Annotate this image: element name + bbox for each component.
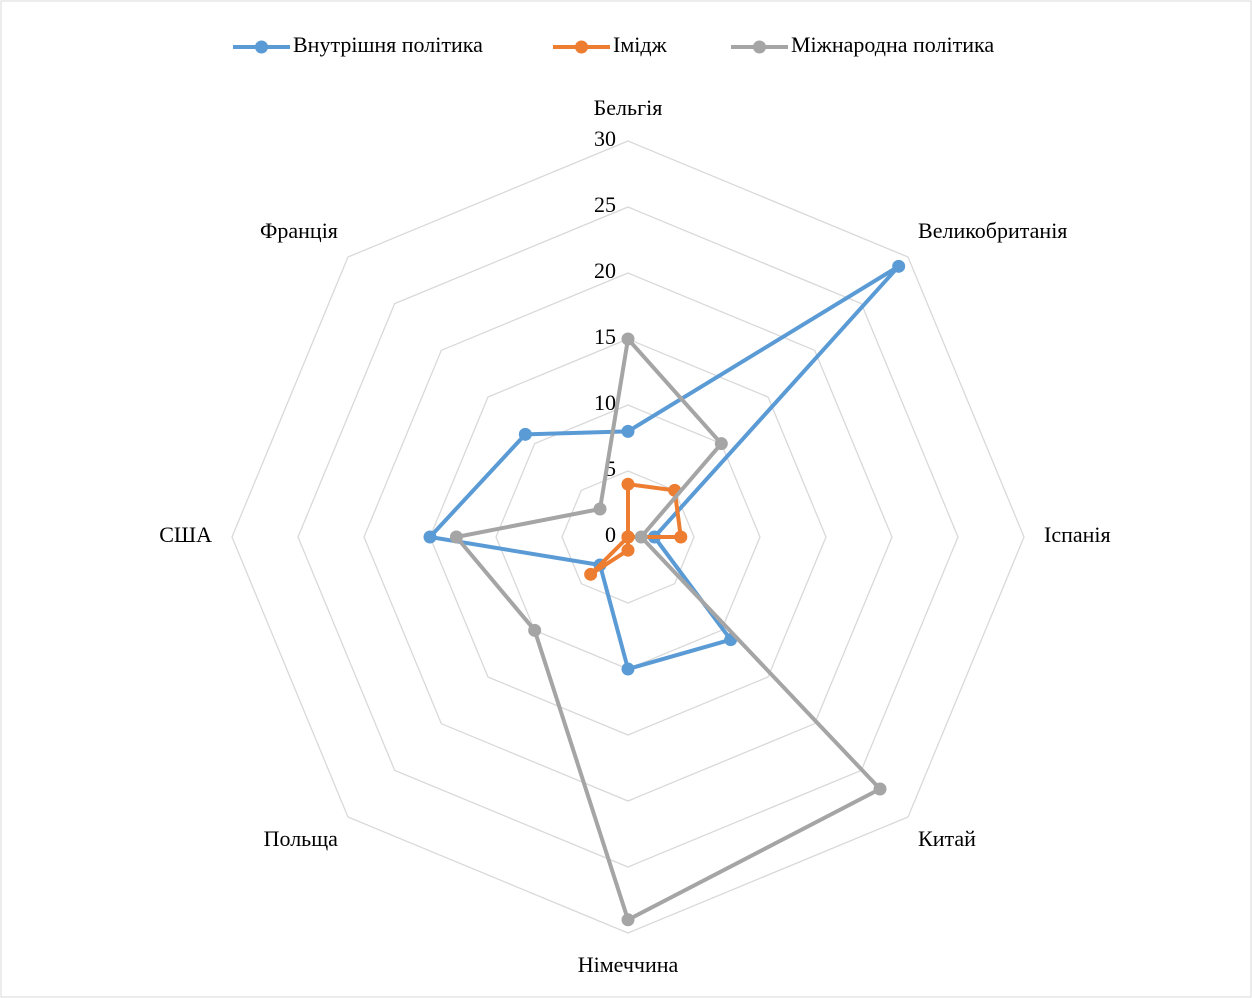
legend-label: Внутрішня політика [293, 32, 483, 57]
data-point [621, 662, 635, 676]
data-point [621, 913, 635, 927]
tick-label: 5 [605, 456, 616, 481]
tick-label: 25 [594, 192, 616, 217]
category-label: Польща [264, 826, 339, 851]
category-label: Іспанія [1044, 522, 1111, 547]
grid-ring [429, 338, 827, 736]
data-point [621, 332, 635, 346]
category-label: Бельгія [594, 95, 663, 120]
category-label: Великобританія [918, 218, 1067, 243]
data-point [593, 502, 607, 516]
tick-label: 10 [594, 390, 616, 415]
grid-ring [231, 140, 1025, 934]
data-point [873, 782, 887, 796]
data-point [621, 424, 635, 438]
data-point [449, 530, 463, 544]
data-point [528, 623, 542, 637]
category-label: Німеччина [578, 952, 679, 977]
tick-label: 0 [605, 522, 616, 547]
category-label: Китай [918, 826, 976, 851]
data-point [518, 427, 532, 441]
data-point [714, 437, 728, 451]
data-point [621, 543, 635, 557]
data-point [892, 259, 906, 273]
category-label: Франція [260, 218, 338, 243]
data-point [674, 530, 688, 544]
legend-marker [255, 40, 268, 54]
data-point [621, 530, 635, 544]
legend-marker [575, 40, 588, 54]
category-label: США [159, 522, 212, 547]
tick-label: 20 [594, 258, 616, 283]
data-point [634, 530, 648, 544]
data-point [584, 567, 598, 581]
data-point [621, 477, 635, 491]
tick-label: 15 [594, 324, 616, 349]
legend-label: Імідж [613, 32, 668, 57]
legend-marker [753, 40, 766, 54]
legend-label: Міжнародна політика [791, 32, 994, 57]
grid-ring [363, 272, 893, 802]
data-point [423, 530, 437, 544]
grid-ring [297, 206, 959, 868]
tick-label: 30 [594, 126, 616, 151]
